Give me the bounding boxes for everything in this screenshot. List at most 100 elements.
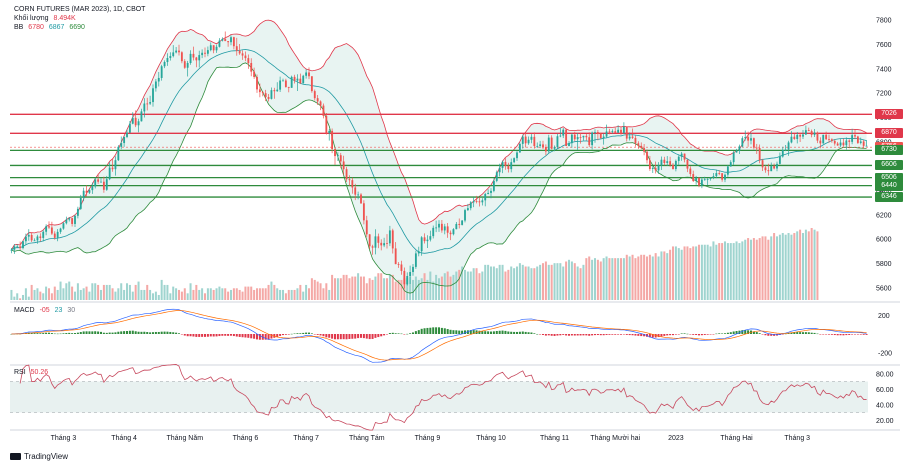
- candle: [36, 234, 39, 244]
- candle-body: [793, 136, 796, 140]
- macd-histogram-bar: [149, 332, 152, 334]
- macd-histogram-bar: [85, 331, 88, 334]
- candle: [726, 165, 729, 177]
- candle: [247, 54, 250, 69]
- macd-histogram-bar: [255, 334, 259, 340]
- volume-bar: [510, 266, 513, 300]
- candle: [475, 195, 478, 204]
- candle: [206, 46, 209, 57]
- macd-signal-line: [11, 310, 867, 361]
- time-axis-tick: Tháng 10: [476, 435, 506, 442]
- volume-bar: [588, 256, 591, 300]
- macd-histogram-bar: [299, 333, 302, 334]
- volume-bar: [489, 266, 493, 300]
- volume-bar: [781, 233, 784, 300]
- candle-body: [253, 71, 256, 77]
- volume-bar: [117, 288, 120, 300]
- candle-body: [518, 143, 521, 153]
- candle-body: [241, 53, 244, 56]
- candle: [371, 244, 374, 255]
- candle: [65, 216, 68, 225]
- candle-body: [484, 194, 487, 201]
- volume-bar: [541, 263, 545, 300]
- candle-body: [648, 160, 651, 169]
- candle-body: [140, 111, 143, 122]
- candle: [414, 250, 417, 269]
- volume-bar: [657, 256, 660, 300]
- candle: [82, 187, 85, 202]
- candle-body: [22, 241, 24, 249]
- macd-histogram-bar: [723, 333, 727, 334]
- candle-body: [802, 134, 804, 137]
- volume-bar: [24, 288, 27, 300]
- candle: [469, 201, 472, 211]
- candle: [215, 44, 218, 53]
- volume-bar: [634, 258, 637, 300]
- candle: [816, 131, 819, 144]
- candle-body: [62, 223, 65, 229]
- macd-histogram-bar: [140, 331, 143, 334]
- candle: [440, 219, 443, 233]
- bollinger-lower-line: [11, 62, 867, 294]
- volume-bar: [88, 291, 91, 300]
- time-axis-tick: Tháng Tám: [349, 435, 385, 442]
- macd-histogram-bar: [218, 334, 221, 337]
- macd-histogram-bar: [279, 334, 282, 336]
- candle: [134, 110, 137, 128]
- candle: [169, 52, 172, 61]
- candle-body: [830, 139, 833, 141]
- candle: [646, 149, 648, 164]
- tradingview-logo[interactable]: TradingView: [10, 452, 68, 461]
- candle-body: [562, 129, 565, 136]
- candle: [466, 203, 469, 211]
- candle: [565, 128, 568, 146]
- volume-bar: [677, 248, 680, 300]
- volume-bar: [582, 264, 585, 300]
- candle: [848, 139, 851, 149]
- candle-body: [186, 62, 189, 68]
- volume-bar: [406, 278, 409, 300]
- candle: [128, 121, 131, 134]
- candle: [628, 132, 631, 141]
- candle-body: [412, 266, 414, 273]
- candle-body: [726, 166, 729, 175]
- candle-body: [435, 227, 438, 229]
- candle: [513, 157, 516, 164]
- macd-histogram-bar: [186, 334, 189, 337]
- candle: [758, 144, 761, 164]
- candle-body: [559, 135, 562, 137]
- macd-histogram-bar: [703, 334, 706, 335]
- candle-body: [235, 46, 238, 51]
- volume-bar: [643, 254, 646, 300]
- candle: [605, 124, 608, 138]
- candle-body: [417, 251, 420, 254]
- candle-body: [287, 86, 290, 88]
- candle: [357, 191, 360, 200]
- macd-axis-tick: 200: [878, 313, 890, 320]
- candle-body: [348, 179, 351, 181]
- candle: [608, 128, 611, 135]
- volume-bar: [484, 264, 487, 300]
- candle: [527, 136, 530, 145]
- macd-histogram-bar: [677, 334, 680, 335]
- macd-histogram-bar: [71, 333, 74, 334]
- candle-body: [322, 105, 325, 116]
- volume-bar: [775, 236, 779, 300]
- candle-body: [201, 52, 204, 56]
- macd-histogram-bar: [377, 334, 380, 338]
- volume-bar: [357, 273, 360, 300]
- candle: [270, 87, 273, 100]
- macd-histogram-bar: [409, 333, 412, 334]
- volume-bar: [111, 288, 114, 300]
- candle-body: [30, 234, 33, 241]
- symbol-title: CORN FUTURES (MAR 2023), 1D, CBOT: [14, 6, 148, 14]
- macd-histogram-bar: [388, 333, 391, 334]
- candle: [576, 133, 579, 150]
- candle: [539, 140, 542, 149]
- candle: [391, 228, 394, 254]
- macd-histogram-bar: [339, 334, 342, 340]
- macd-line: [11, 308, 867, 363]
- level-price-tag-6730: 6730: [875, 145, 903, 156]
- candle-body: [163, 62, 166, 67]
